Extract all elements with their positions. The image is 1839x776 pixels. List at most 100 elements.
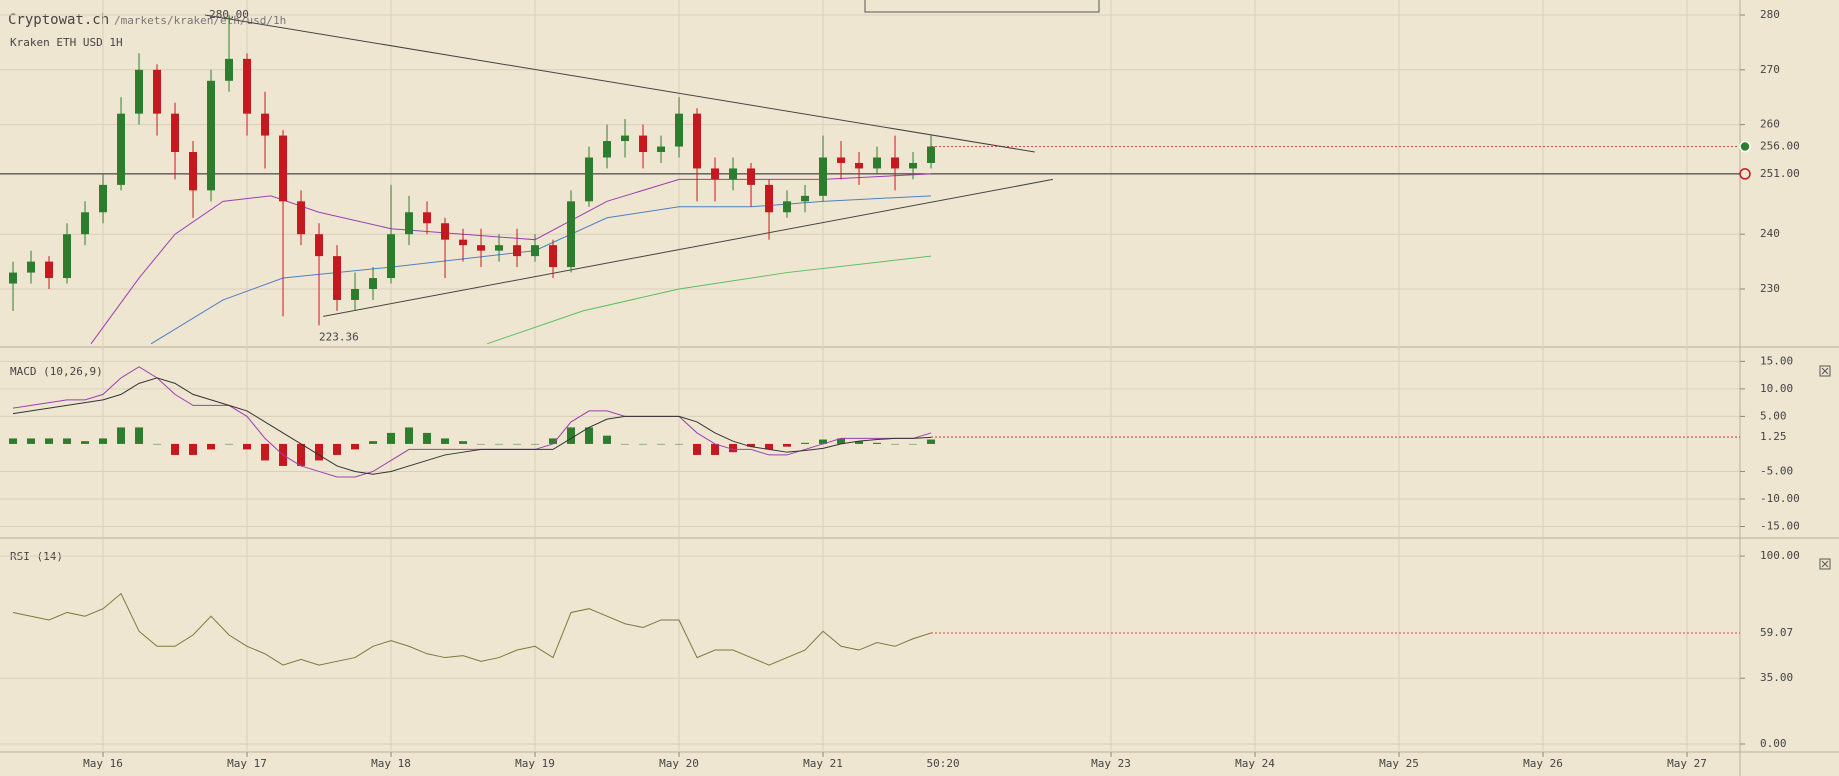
market-path: /markets/kraken/eth/usd/1h: [114, 14, 286, 27]
candle-body: [837, 157, 846, 163]
candle-body: [927, 146, 936, 163]
candle-body: [441, 223, 450, 240]
candle-body: [171, 113, 180, 153]
last-value-label: 59.07: [1760, 626, 1793, 639]
trendline: [323, 178, 1053, 317]
x-tick-label: May 24: [1235, 757, 1275, 770]
histogram-bar: [225, 443, 234, 445]
candle-body: [81, 212, 90, 235]
candle-body: [873, 157, 882, 169]
candle-body: [531, 245, 540, 257]
histogram-bar: [513, 443, 522, 445]
x-tick-label: May 20: [659, 757, 699, 770]
candle-body: [279, 135, 288, 202]
candle-body: [747, 168, 756, 185]
annotation: 280.00: [209, 8, 249, 21]
histogram-bar: [603, 435, 612, 444]
candle-body: [243, 58, 252, 114]
info-box: [864, 0, 1100, 13]
candle-body: [855, 162, 864, 169]
candle-body: [153, 69, 162, 114]
y-tick-label: 230: [1760, 282, 1780, 295]
time-marker: 50:20: [926, 757, 959, 770]
candle-body: [63, 234, 72, 279]
histogram-bar: [495, 443, 504, 445]
candle-body: [909, 162, 918, 169]
histogram-bar: [477, 443, 486, 445]
site-name: Cryptowat.ch: [8, 12, 109, 28]
last-value-label: 1.25: [1760, 430, 1787, 443]
close-icon: [1821, 367, 1829, 375]
x-tick-label: May 19: [515, 757, 555, 770]
y-tick-label: 280: [1760, 8, 1780, 21]
histogram-bar: [549, 438, 558, 444]
level-label: 251.00: [1760, 167, 1800, 180]
histogram-bar: [45, 438, 54, 444]
x-tick-label: May 23: [1091, 757, 1131, 770]
candle-body: [27, 261, 36, 273]
candle-body: [567, 201, 576, 268]
candle-body: [891, 157, 900, 169]
histogram-bar: [99, 438, 108, 444]
histogram-bar: [117, 427, 126, 444]
histogram-bar: [747, 443, 756, 447]
histogram-bar: [657, 443, 666, 445]
histogram-bar: [801, 442, 810, 444]
histogram-bar: [621, 443, 630, 445]
close-button[interactable]: [1819, 365, 1831, 377]
candle-body: [585, 157, 594, 202]
candle-body: [639, 135, 648, 153]
x-tick-label: May 18: [371, 757, 411, 770]
candle-body: [477, 245, 486, 251]
histogram-bar: [423, 432, 432, 444]
candle-body: [495, 245, 504, 251]
candle-body: [117, 113, 126, 185]
candle-body: [783, 201, 792, 213]
close-button[interactable]: [1819, 558, 1831, 570]
histogram-bar: [693, 443, 702, 455]
histogram-bar: [189, 443, 198, 455]
histogram-bar: [9, 438, 18, 444]
close-icon: [1821, 560, 1829, 568]
chart-title: Kraken ETH USD 1H: [10, 36, 123, 49]
candle-body: [225, 58, 234, 81]
histogram-bar: [891, 443, 900, 445]
candle-body: [657, 146, 666, 153]
histogram-bar: [639, 443, 648, 445]
candle-body: [513, 245, 522, 257]
histogram-bar: [819, 439, 828, 444]
histogram-bar: [585, 427, 594, 444]
histogram-bar: [333, 443, 342, 455]
y-tick-label: 0.00: [1760, 737, 1787, 750]
histogram-bar: [765, 443, 774, 450]
histogram-bar: [351, 443, 360, 450]
histogram-bar: [567, 427, 576, 444]
histogram-bar: [171, 443, 180, 455]
histogram-bar: [837, 438, 846, 444]
y-tick-label: 270: [1760, 63, 1780, 76]
candle-body: [9, 272, 18, 284]
candle-body: [621, 135, 630, 142]
histogram-bar: [909, 443, 918, 445]
x-tick-label: May 21: [803, 757, 843, 770]
histogram-bar: [783, 443, 792, 447]
histogram-bar: [729, 443, 738, 453]
candle-body: [297, 201, 306, 235]
histogram-bar: [855, 441, 864, 444]
histogram-bar: [927, 439, 936, 444]
histogram-bar: [27, 438, 36, 444]
histogram-bar: [63, 438, 72, 444]
candle-body: [675, 113, 684, 147]
histogram-bar: [873, 442, 882, 444]
candle-body: [423, 212, 432, 224]
macd-title: MACD (10,26,9): [10, 365, 103, 378]
candle-body: [261, 113, 270, 136]
histogram-bar: [81, 441, 90, 444]
candle-body: [693, 113, 702, 169]
histogram-bar: [243, 443, 252, 450]
y-tick-label: 35.00: [1760, 671, 1793, 684]
y-tick-label: -10.00: [1760, 492, 1800, 505]
histogram-bar: [207, 443, 216, 450]
y-tick-label: 10.00: [1760, 382, 1793, 395]
